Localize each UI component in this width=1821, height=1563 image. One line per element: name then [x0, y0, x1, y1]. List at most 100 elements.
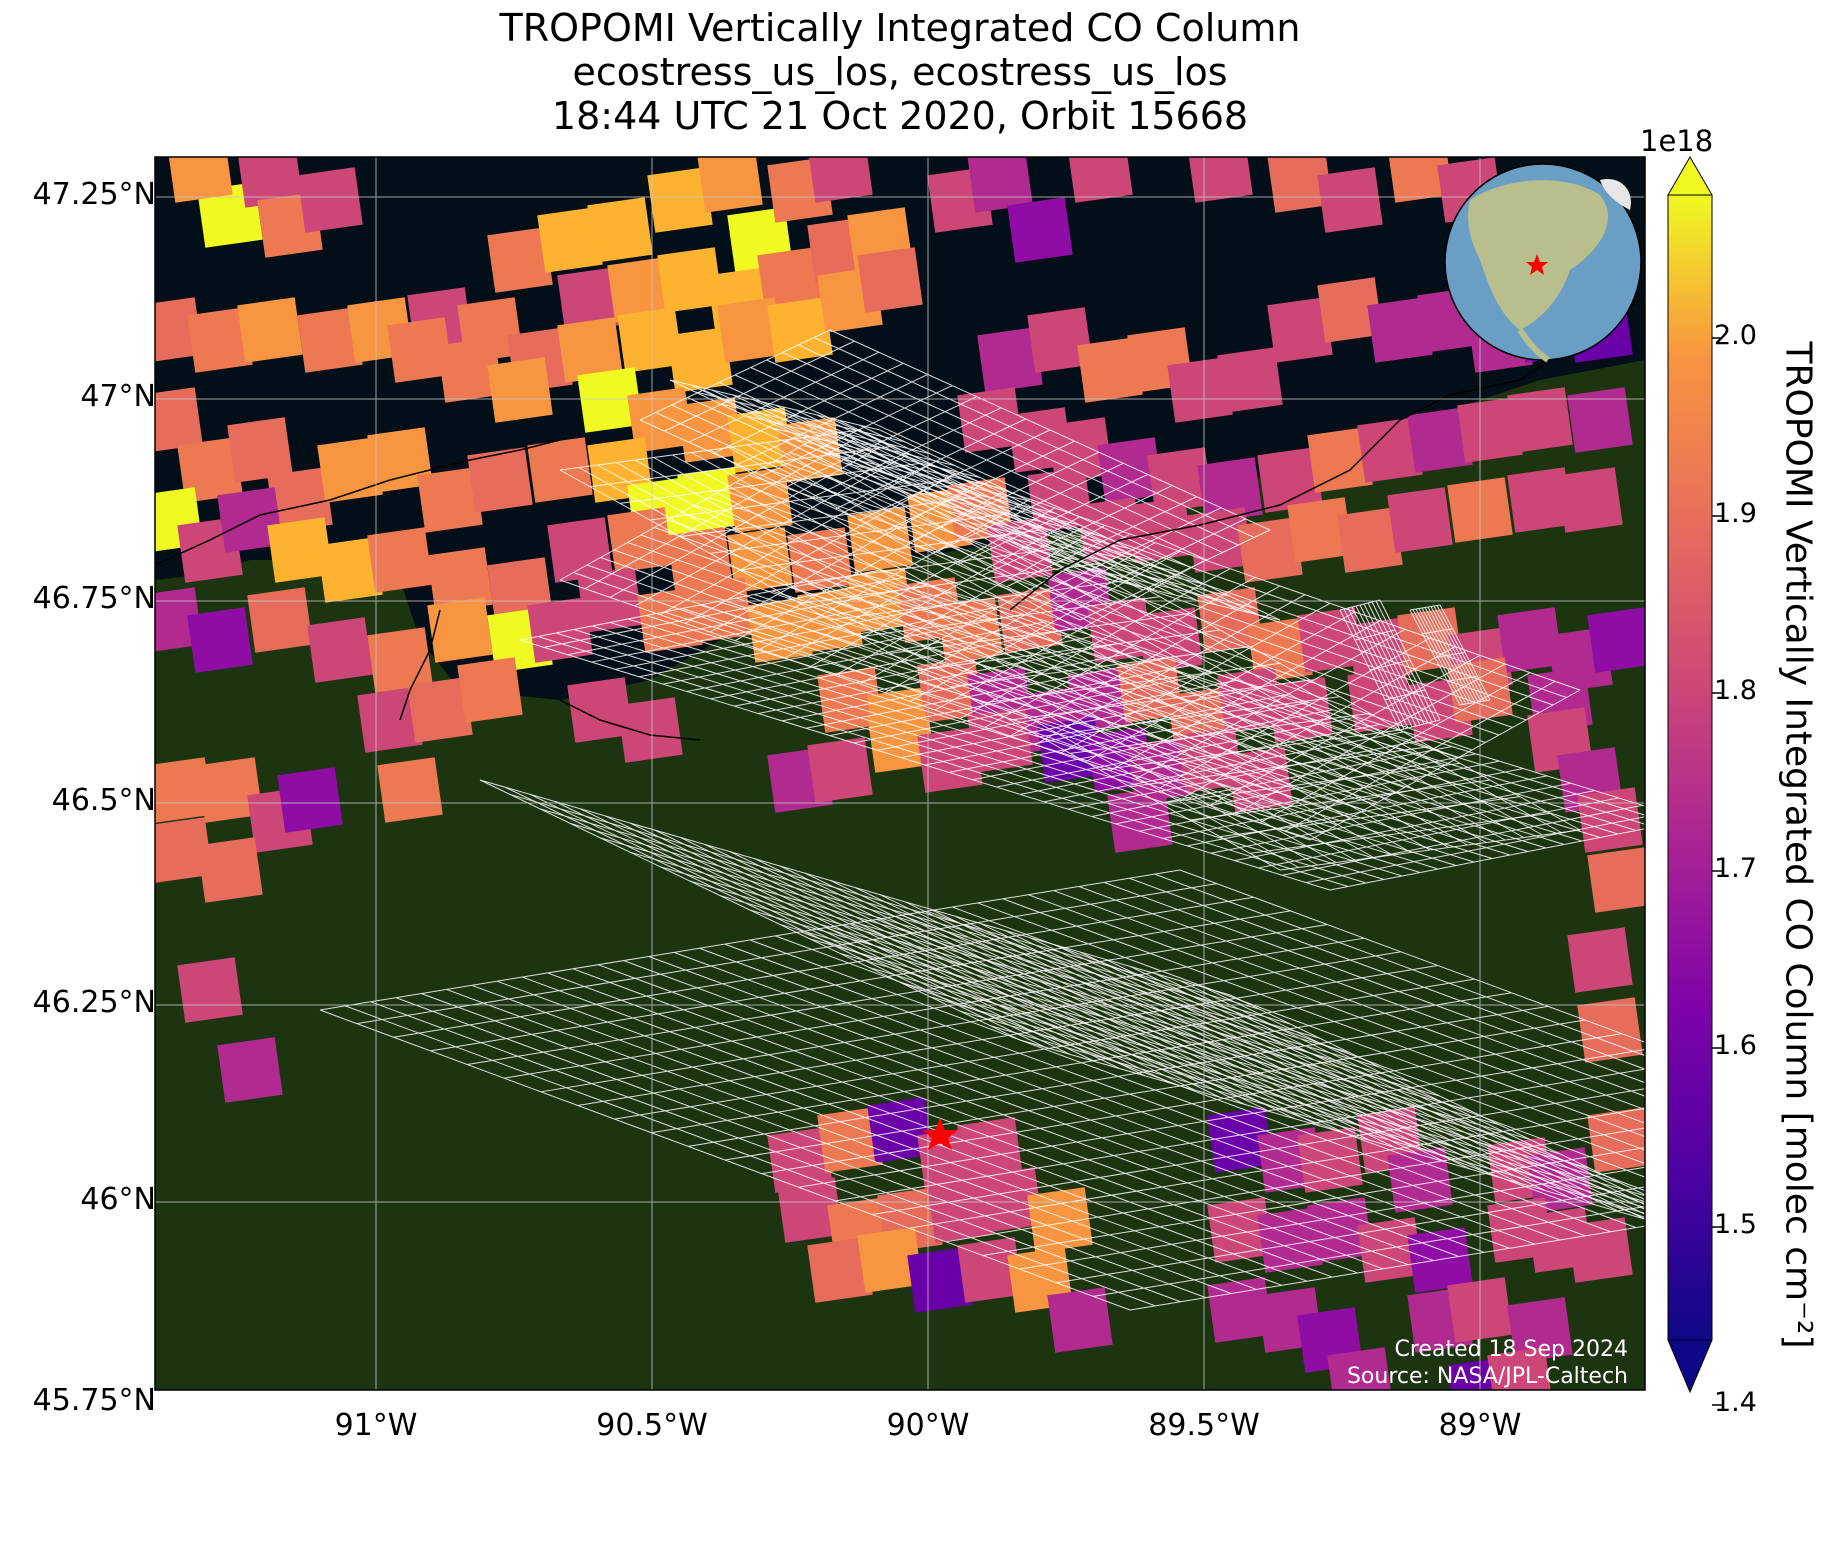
co-pixel: [217, 1037, 283, 1103]
co-pixel-layer: [155, 157, 1645, 1390]
co-pixel: [547, 517, 613, 583]
colorbar-tick-2-0: 2.0: [1714, 320, 1757, 351]
co-pixel: [957, 387, 1023, 453]
co-pixel: [1047, 1287, 1113, 1353]
colorbar-label: TROPOMI Vertically Integrated CO Column …: [1777, 341, 1819, 1349]
lat-label-45-75: 45.75°N: [32, 1383, 156, 1418]
co-pixel: [377, 757, 443, 823]
co-pixel: [1237, 517, 1303, 583]
co-pixel: [867, 707, 933, 773]
co-pixel: [187, 307, 253, 373]
co-pixel: [527, 597, 593, 663]
co-pixel: [237, 297, 303, 363]
co-pixel: [967, 157, 1033, 213]
co-pixel: [1337, 507, 1403, 573]
co-pixel: [1407, 407, 1473, 473]
footprint-swath: [559, 429, 1581, 871]
co-pixel: [1097, 437, 1163, 503]
co-pixel: [1257, 1207, 1323, 1273]
co-pixel: [1267, 157, 1333, 213]
title-line-2: ecostress_us_los, ecostress_us_los: [572, 50, 1228, 94]
co-pixel: [1007, 197, 1073, 263]
footprint-swath: [1339, 599, 1441, 731]
co-pixel: [1217, 347, 1283, 413]
locator-globe: [1444, 163, 1642, 363]
co-pixel: [1387, 157, 1453, 203]
co-pixel: [1267, 297, 1333, 363]
co-pixel: [367, 427, 433, 493]
co-pixel: [277, 767, 343, 833]
co-pixel: [657, 247, 723, 313]
co-pixel: [1187, 157, 1253, 203]
lat-label-46-25: 46.25°N: [32, 985, 156, 1020]
co-pixel: [1207, 1277, 1273, 1343]
co-pixel: [155, 817, 213, 883]
co-pixel: [155, 757, 213, 823]
co-pixel: [155, 387, 203, 453]
co-pixel: [1347, 667, 1413, 733]
co-pixel: [857, 1227, 923, 1293]
co-pixel: [1067, 157, 1133, 203]
title-line-1: TROPOMI Vertically Integrated CO Column: [499, 6, 1301, 50]
lon-label-89-5w: 89.5°W: [1148, 1408, 1260, 1443]
co-pixel: [807, 1237, 873, 1303]
co-pixel: [187, 607, 253, 673]
lat-label-47: 47°N: [80, 379, 156, 414]
footprint-swath: [1409, 604, 1491, 706]
co-pixel: [155, 587, 203, 653]
coastline: [155, 299, 1641, 741]
co-pixel: [727, 467, 793, 533]
co-pixel: [617, 697, 683, 763]
colorbar-tick-1-6: 1.6: [1714, 1030, 1757, 1061]
co-pixel: [1577, 787, 1643, 853]
co-pixel: [917, 657, 983, 723]
co-pixel: [1257, 447, 1323, 513]
lon-label-90w: 90°W: [886, 1408, 970, 1443]
co-pixel: [297, 307, 363, 373]
credit-created: Created 18 Sep 2024: [1394, 1337, 1629, 1362]
co-pixel: [1027, 307, 1093, 373]
co-pixel: [697, 157, 763, 213]
co-pixel: [717, 297, 783, 363]
co-pixel: [1357, 1217, 1423, 1283]
co-pixel: [1567, 927, 1633, 993]
colorbar-tick-1-7: 1.7: [1714, 853, 1757, 884]
co-pixel: [1247, 617, 1313, 683]
co-pixel: [1047, 417, 1113, 483]
footprint-swath: [479, 779, 1645, 1220]
co-pixel: [1507, 387, 1573, 453]
colorbar-exponent: 1e18: [1640, 124, 1714, 158]
co-pixel: [807, 737, 873, 803]
co-pixel: [537, 207, 603, 273]
co-pixel: [307, 617, 373, 683]
co-pixel: [387, 317, 453, 383]
ecostress-footprint-grid: [319, 329, 1645, 1311]
co-pixel: [1387, 487, 1453, 553]
co-pixel: [237, 157, 303, 208]
lat-label-47-25: 47.25°N: [32, 177, 156, 212]
colorbar-tick-1-5: 1.5: [1714, 1209, 1757, 1240]
co-pixel: [557, 317, 623, 383]
site-star-marker: [922, 1118, 958, 1150]
co-pixel: [1327, 1347, 1393, 1390]
co-pixel: [1567, 1217, 1633, 1283]
credit-source: Source: NASA/JPL-Caltech: [1346, 1364, 1628, 1389]
co-pixel: [407, 677, 473, 743]
co-pixel: [487, 357, 553, 423]
co-pixel: [1207, 1197, 1273, 1263]
co-pixel: [957, 1237, 1023, 1303]
co-pixel: [1577, 997, 1643, 1063]
co-pixel: [767, 297, 833, 363]
lat-label-46: 46°N: [80, 1182, 156, 1217]
co-pixel: [227, 417, 293, 483]
co-pixel: [177, 437, 243, 503]
co-pixel: [467, 447, 533, 513]
co-pixel: [1567, 387, 1633, 453]
lon-label-91w: 91°W: [334, 1408, 418, 1443]
co-pixel: [267, 467, 333, 533]
co-pixel: [367, 527, 433, 593]
co-pixel: [1357, 417, 1423, 483]
co-pixel: [1587, 1107, 1645, 1173]
co-pixel: [1317, 277, 1383, 343]
co-pixel: [857, 247, 923, 313]
